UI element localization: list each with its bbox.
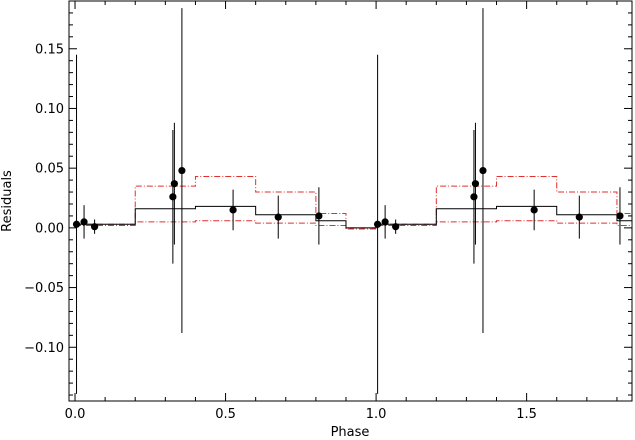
mean-model-line [75, 205, 632, 229]
y-tick-label: −0.05 [24, 281, 64, 296]
data-point [616, 212, 624, 220]
model-steps [75, 176, 632, 230]
x-tick-label: 0.0 [65, 407, 86, 422]
data-point [530, 206, 538, 214]
x-tick-label: 1.5 [516, 407, 537, 422]
y-tick-label: 0.05 [35, 162, 64, 177]
y-tick-label: 0.00 [35, 221, 64, 236]
data-point [575, 213, 583, 221]
data-point [170, 180, 178, 188]
upper-bound-line [75, 176, 632, 229]
y-axis-ticks: −0.10 −0.05 0.00 0.05 0.10 0.15 [24, 12, 632, 396]
data-point [392, 223, 400, 231]
data-point [178, 166, 186, 175]
data-points [72, 8, 624, 394]
x-axis-ticks: 0.0 0.5 1.0 1.5 [65, 1, 618, 422]
data-point [315, 212, 323, 220]
data-point [274, 213, 282, 221]
y-tick-label: 0.10 [35, 102, 64, 117]
data-point [471, 180, 480, 188]
data-point [169, 193, 177, 201]
y-tick-label: 0.15 [35, 42, 64, 57]
plot-frame [68, 0, 633, 402]
lower-bound-line [75, 220, 632, 230]
data-point [470, 193, 478, 201]
y-axis-label: Residuals [0, 170, 15, 232]
data-point [229, 206, 237, 214]
x-tick-label: 0.5 [215, 407, 236, 422]
data-point [80, 218, 88, 226]
x-axis-label: Phase [331, 425, 370, 440]
data-point [72, 220, 81, 228]
data-point [90, 223, 99, 231]
data-point [373, 220, 382, 228]
x-tick-label: 1.0 [366, 407, 387, 422]
data-point [381, 218, 389, 226]
y-tick-label: −0.10 [24, 341, 64, 356]
data-point [479, 166, 487, 175]
